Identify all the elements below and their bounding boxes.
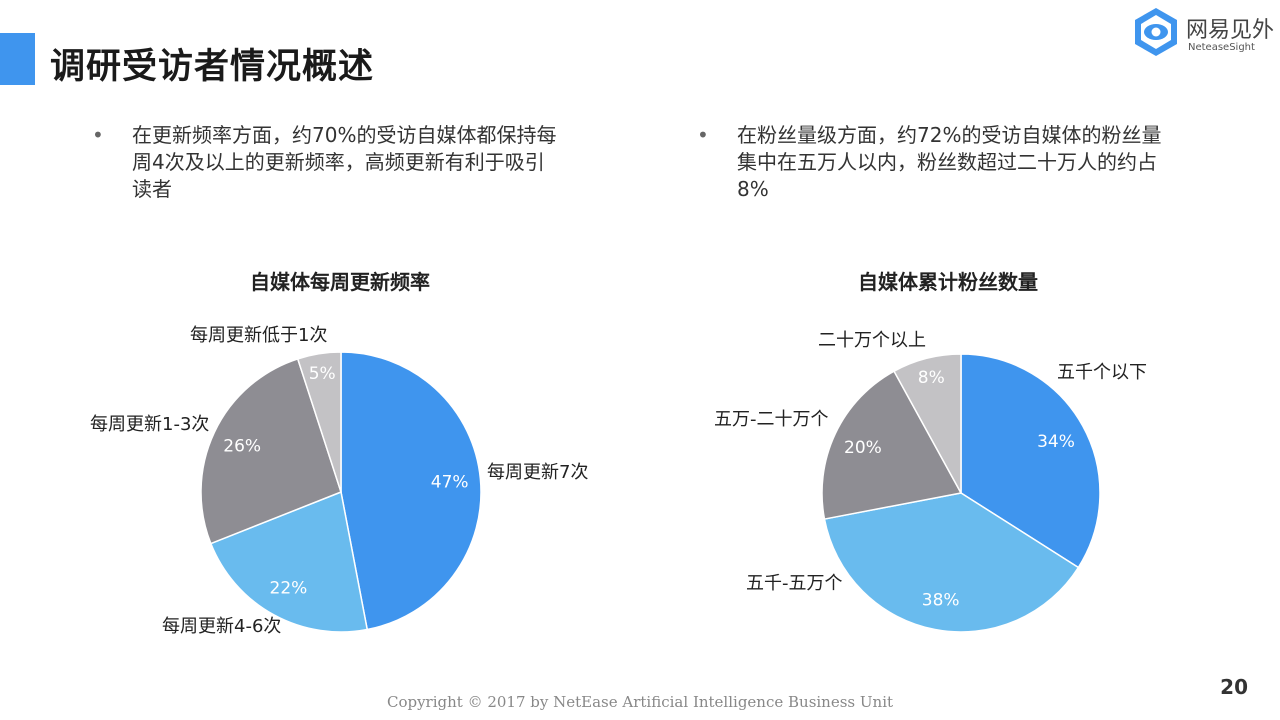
bullet-marker: •: [697, 123, 709, 147]
pie-slice: [823, 492, 1080, 633]
netease-sight-logo: 网易见外 NeteaseSight: [1132, 6, 1280, 66]
slide-title: 调研受访者情况概述: [50, 47, 375, 87]
pie-slice: [340, 351, 482, 631]
bullet-text: 在粉丝量级方面，约72%的受访自媒体的粉丝量集中在五万人以内，粉丝数超过二十万人…: [737, 123, 1162, 201]
page-number: 20: [1220, 675, 1248, 699]
chart-title-update-frequency: 自媒体每周更新频率: [250, 270, 430, 294]
slice-category-label: 五千-五万个: [746, 573, 843, 594]
pie-slice: [209, 490, 369, 633]
slice-percent-label: 26%: [223, 437, 261, 457]
bullet-update-frequency: • 在更新频率方面，约70%的受访自媒体都保持每周4次及以上的更新频率，高频更新…: [92, 122, 572, 212]
slice-percent-label: 8%: [918, 368, 945, 388]
logo-name-en: NeteaseSight: [1188, 42, 1255, 53]
bullet-follower-count: • 在粉丝量级方面，约72%的受访自媒体的粉丝量集中在五万人以内，粉丝数超过二十…: [697, 122, 1177, 212]
slice-percent-label: 20%: [844, 438, 882, 458]
slice-category-label: 每周更新4-6次: [162, 616, 281, 637]
pie-slice: [821, 370, 963, 520]
pie-slice: [296, 351, 342, 493]
pie-slice: [200, 357, 342, 545]
chart-title-follower-count: 自媒体累计粉丝数量: [858, 270, 1038, 294]
bullet-marker: •: [92, 123, 104, 147]
slice-percent-label: 5%: [309, 364, 336, 384]
pie-slice: [893, 353, 962, 494]
slice-percent-label: 34%: [1037, 432, 1075, 452]
eye-hexagon-icon: [1135, 8, 1177, 56]
slice-category-label: 二十万个以上: [818, 330, 926, 351]
slice-percent-label: 38%: [922, 591, 960, 611]
slice-percent-label: 22%: [270, 579, 308, 599]
bullet-text: 在更新频率方面，约70%的受访自媒体都保持每周4次及以上的更新频率，高频更新有利…: [132, 123, 557, 201]
slice-category-label: 每周更新1-3次: [90, 414, 209, 435]
slice-percent-label: 47%: [431, 473, 469, 493]
slice-category-label: 每周更新低于1次: [190, 325, 327, 346]
slice-category-label: 五千个以下: [1057, 362, 1147, 383]
slice-category-label: 五万-二十万个: [714, 409, 829, 430]
pie-slice: [960, 353, 1101, 569]
logo-name-cn: 网易见外: [1186, 18, 1275, 43]
slice-category-label: 每周更新7次: [487, 462, 588, 483]
title-accent-bar: [0, 33, 35, 85]
copyright-footer: Copyright © 2017 by NetEase Artificial I…: [386, 693, 894, 711]
